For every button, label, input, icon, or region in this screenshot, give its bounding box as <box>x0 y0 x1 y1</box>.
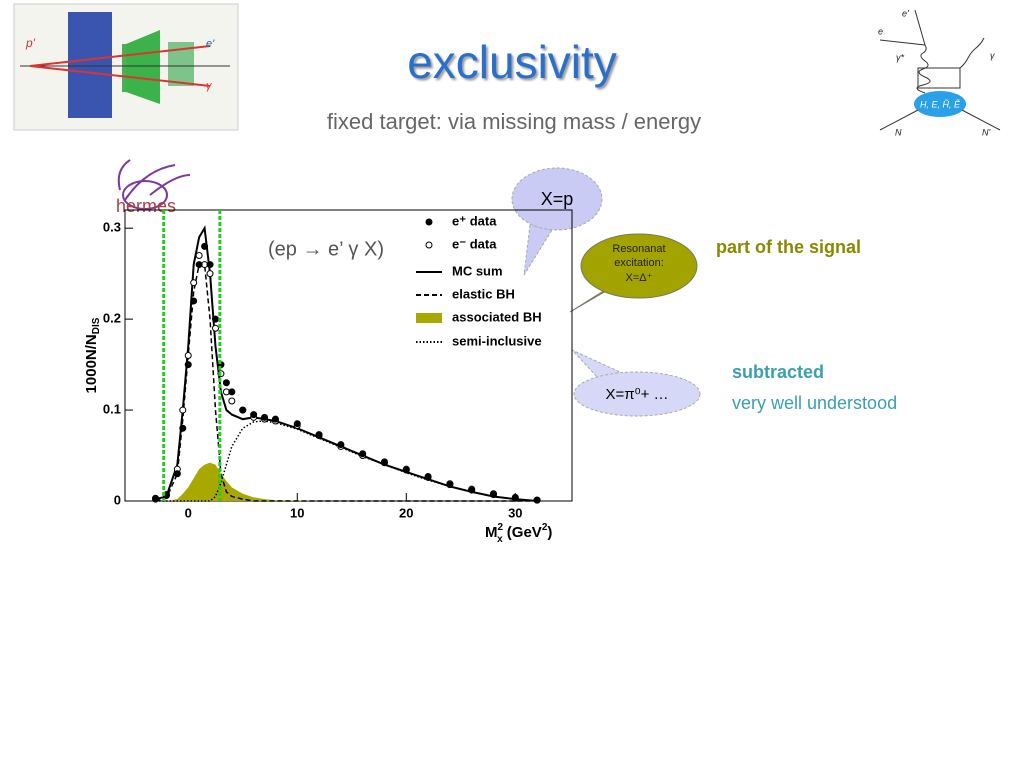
title: exclusivity <box>407 36 617 88</box>
data-point <box>211 315 219 323</box>
data-point <box>184 352 192 359</box>
data-point <box>446 481 454 489</box>
data-point <box>206 270 214 278</box>
legend-label: semi-inclusive <box>452 333 542 348</box>
data-point <box>211 324 219 332</box>
callout <box>573 371 701 417</box>
data-point <box>261 413 269 421</box>
callout-text: X=p <box>541 189 574 209</box>
plot-frame <box>124 209 573 502</box>
diagram-label: N' <box>982 127 990 137</box>
logo <box>117 159 191 210</box>
x-axis-label-part: 2 <box>542 522 548 533</box>
x-tick-label: 0 <box>185 505 192 520</box>
callout-pointer <box>571 349 622 381</box>
y-tick-label: 0 <box>114 492 121 507</box>
callout-text: Resonanat <box>612 243 665 255</box>
y-tick-label: 0.2 <box>103 311 121 326</box>
data-point <box>195 251 203 259</box>
logo-text: hermes <box>116 196 176 216</box>
data-point <box>179 406 187 414</box>
legend-swatch <box>425 218 433 226</box>
diagram-label: e' <box>902 8 909 18</box>
x-tick-label: 10 <box>290 505 304 520</box>
data-point <box>184 361 192 369</box>
callout <box>511 167 603 231</box>
legend-label: elastic BH <box>452 286 515 301</box>
subtitle: fixed target: via missing mass / energy <box>327 109 701 134</box>
data-point <box>511 494 519 502</box>
legend-swatch <box>416 313 442 323</box>
callout-pointer <box>523 224 553 276</box>
diagram-label: H, E, H̃, Ẽ <box>920 98 961 109</box>
note: very well understood <box>732 393 897 413</box>
data-point <box>201 242 209 250</box>
x-axis-label-part: 2 <box>498 522 504 533</box>
x-axis-label-part: M <box>485 524 498 541</box>
x-tick-label: 20 <box>399 505 413 520</box>
legend-label: associated BH <box>452 309 542 324</box>
data-point <box>490 491 498 499</box>
y-tick-label: 0.1 <box>103 402 121 417</box>
note: part of the signal <box>716 237 861 257</box>
data-point <box>179 424 187 432</box>
x-axis-label-part: ) <box>547 524 552 541</box>
legend-label: e⁻ data <box>452 236 497 251</box>
legend-label: e⁺ data <box>452 213 497 228</box>
reaction-label: (ep → e’ γ X) <box>268 238 384 260</box>
y-axis-label: 1000N/NDIS <box>83 317 102 393</box>
detector-label: p' <box>25 36 36 50</box>
data-point <box>228 397 236 405</box>
data-point <box>173 470 181 478</box>
data-point <box>195 261 203 269</box>
callout-text: X=π⁰+ … <box>605 386 668 403</box>
data-point <box>206 261 214 269</box>
callout <box>580 233 698 299</box>
detector-label: e' <box>206 38 215 50</box>
callout-text: excitation: <box>614 257 664 269</box>
data-point <box>424 473 432 481</box>
data-point <box>402 466 410 474</box>
data-point <box>190 279 198 287</box>
diagram-label: e <box>878 26 883 36</box>
callout-text: X=Δ⁺ <box>626 272 653 284</box>
data-point <box>228 388 236 396</box>
data-point <box>380 459 388 467</box>
data-point <box>250 411 258 419</box>
data-point <box>222 379 230 387</box>
detector-label: γ <box>206 80 213 92</box>
area <box>155 462 538 501</box>
diagram-label: N <box>895 127 902 137</box>
data-point <box>152 494 160 502</box>
data-point <box>239 406 247 414</box>
diagram-label: γ <box>990 50 995 60</box>
data-point <box>337 441 345 449</box>
x-axis-label-part: x <box>497 534 503 545</box>
x-axis-label-part: (GeV <box>503 524 542 541</box>
y-axis-label-part: DIS <box>91 317 102 334</box>
data-point <box>315 431 323 439</box>
y-tick-label: 0.3 <box>103 220 121 235</box>
line <box>155 263 538 502</box>
legend-swatch <box>425 241 433 249</box>
data-point <box>533 496 541 504</box>
data-point <box>190 297 198 305</box>
data-point <box>359 450 367 458</box>
detector-image: p' e' γ <box>13 3 239 131</box>
x-axis-label: M2 x (GeV2) <box>485 522 552 545</box>
legend-label: MC sum <box>452 263 503 278</box>
note: subtracted <box>732 362 824 382</box>
x-tick-label: 30 <box>508 505 522 520</box>
y-axis-label-part: 1000N/N <box>83 334 100 393</box>
feynman-diagram <box>879 9 1001 131</box>
data-point <box>468 486 476 494</box>
diagram-label: γ* <box>896 52 905 62</box>
data-point <box>271 415 279 423</box>
data-point <box>293 420 301 428</box>
